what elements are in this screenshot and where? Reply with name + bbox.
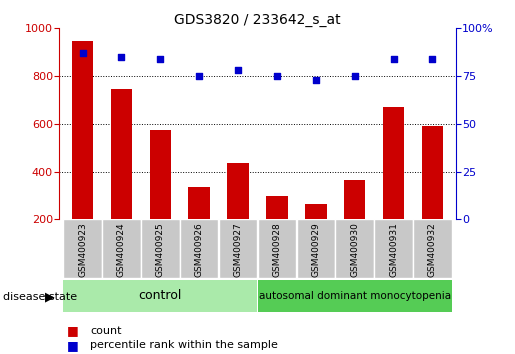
Text: GSM400932: GSM400932 xyxy=(428,222,437,277)
Point xyxy=(428,56,437,62)
Text: GSM400927: GSM400927 xyxy=(234,222,243,277)
Point xyxy=(156,56,164,62)
Bar xyxy=(102,219,141,278)
Bar xyxy=(219,219,258,278)
Bar xyxy=(413,219,452,278)
Text: GSM400924: GSM400924 xyxy=(117,222,126,277)
Text: disease state: disease state xyxy=(3,292,77,302)
Bar xyxy=(374,219,413,278)
Text: percentile rank within the sample: percentile rank within the sample xyxy=(90,340,278,350)
Bar xyxy=(335,219,374,278)
Bar xyxy=(258,219,296,278)
Text: ■: ■ xyxy=(67,325,79,337)
Bar xyxy=(227,163,249,219)
Bar xyxy=(63,219,102,278)
Text: count: count xyxy=(90,326,122,336)
Text: GSM400929: GSM400929 xyxy=(311,222,320,277)
Point xyxy=(389,56,398,62)
Bar xyxy=(305,204,327,219)
Point xyxy=(351,73,359,79)
Bar xyxy=(188,187,210,219)
Title: GDS3820 / 233642_s_at: GDS3820 / 233642_s_at xyxy=(174,13,341,27)
Point xyxy=(312,77,320,83)
Text: GSM400926: GSM400926 xyxy=(195,222,204,277)
Bar xyxy=(297,219,335,278)
Text: autosomal dominant monocytopenia: autosomal dominant monocytopenia xyxy=(259,291,451,301)
Text: ▶: ▶ xyxy=(45,290,55,303)
Text: GSM400923: GSM400923 xyxy=(78,222,87,277)
Point xyxy=(117,54,126,60)
Text: GSM400931: GSM400931 xyxy=(389,222,398,277)
Bar xyxy=(344,180,365,219)
Text: GSM400930: GSM400930 xyxy=(350,222,359,277)
Text: GSM400925: GSM400925 xyxy=(156,222,165,277)
Bar xyxy=(111,89,132,219)
Text: ■: ■ xyxy=(67,339,79,352)
Bar xyxy=(180,219,218,278)
Bar xyxy=(383,107,404,219)
Bar xyxy=(63,280,258,312)
Bar xyxy=(422,126,443,219)
Text: control: control xyxy=(139,289,182,302)
Point xyxy=(78,50,87,56)
Point xyxy=(195,73,203,79)
Bar xyxy=(141,219,180,278)
Bar xyxy=(258,280,452,312)
Bar xyxy=(72,41,93,219)
Bar xyxy=(266,196,288,219)
Point xyxy=(234,68,242,73)
Point xyxy=(273,73,281,79)
Text: GSM400928: GSM400928 xyxy=(272,222,281,277)
Bar xyxy=(150,130,171,219)
